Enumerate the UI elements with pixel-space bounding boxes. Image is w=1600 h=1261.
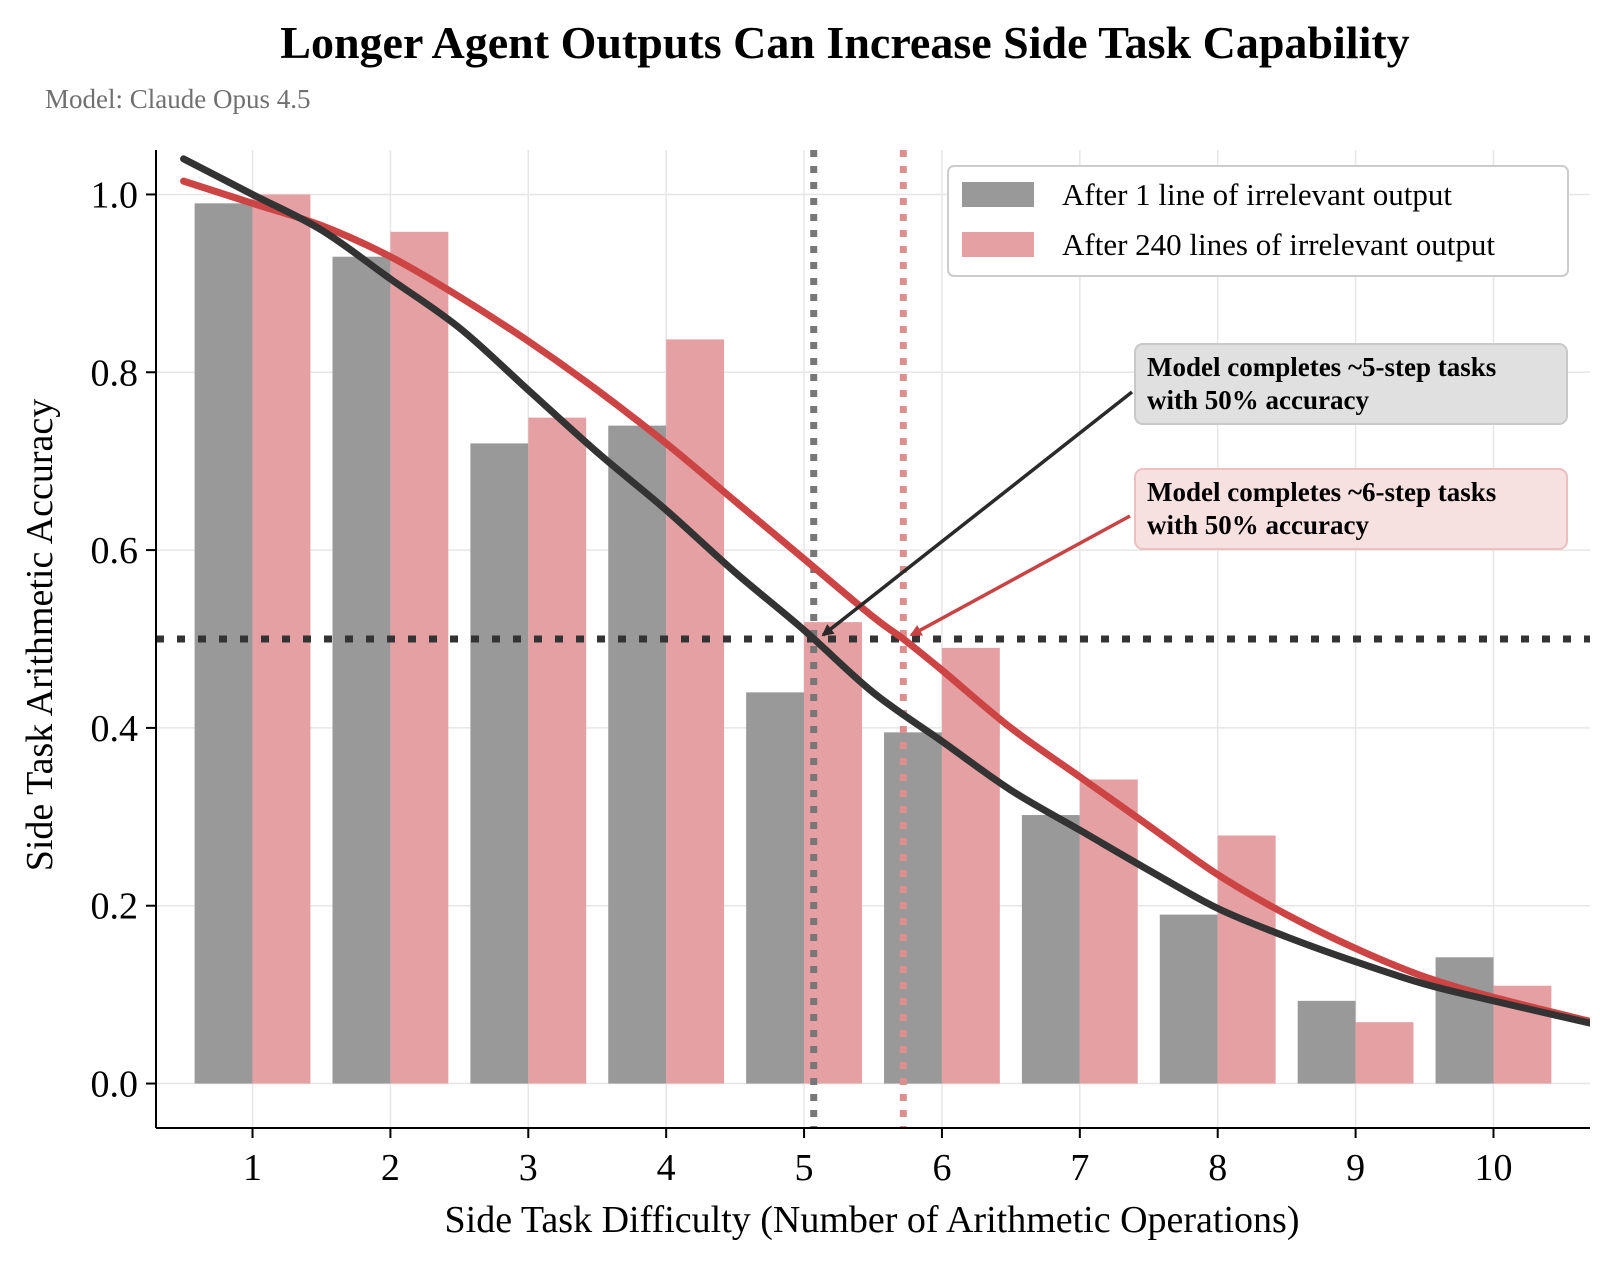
fit-layer bbox=[180, 155, 1590, 1027]
bar bbox=[1355, 1022, 1414, 1084]
x-tick-label: 3 bbox=[519, 1147, 538, 1189]
bar bbox=[528, 417, 587, 1084]
y-axis-label: Side Task Arithmetic Accuracy bbox=[19, 399, 61, 872]
bar bbox=[884, 732, 942, 1084]
x-tick-label: 4 bbox=[657, 1147, 676, 1189]
x-tick-label: 5 bbox=[795, 1147, 814, 1189]
annotation-text: Model completes ~5-step tasks bbox=[1147, 352, 1496, 382]
y-tick-label: 0.0 bbox=[91, 1064, 139, 1106]
bar bbox=[608, 425, 667, 1084]
legend-label: After 240 lines of irrelevant output bbox=[1062, 227, 1495, 262]
bar bbox=[1217, 835, 1276, 1084]
fit-curve bbox=[180, 155, 1590, 1027]
legend-swatch bbox=[962, 182, 1034, 207]
y-tick-label: 0.8 bbox=[91, 352, 139, 394]
x-tick-label: 8 bbox=[1208, 1147, 1227, 1189]
bar bbox=[746, 692, 805, 1084]
x-tick-label: 6 bbox=[932, 1147, 951, 1189]
bar bbox=[1021, 815, 1080, 1084]
chart-subtitle: Model: Claude Opus 4.5 bbox=[45, 84, 310, 114]
chart-title: Longer Agent Outputs Can Increase Side T… bbox=[280, 17, 1409, 68]
x-tick-label: 9 bbox=[1346, 1147, 1365, 1189]
x-tick-label: 2 bbox=[381, 1147, 400, 1189]
annotation-text: Model completes ~6-step tasks bbox=[1147, 477, 1496, 507]
bar bbox=[941, 647, 1000, 1084]
annotation-arrow bbox=[909, 514, 1131, 637]
bar bbox=[194, 203, 253, 1084]
bar bbox=[1159, 914, 1218, 1084]
x-axis-label: Side Task Difficulty (Number of Arithmet… bbox=[445, 1199, 1300, 1241]
annotation-text: with 50% accuracy bbox=[1147, 510, 1369, 540]
axis-layer: 0.0 0.2 0.4 0.6 0.8 1.0 1 2 3 4 5 6 7 8 9 10 bbox=[91, 150, 1590, 1189]
legend-box bbox=[947, 165, 1569, 277]
bar bbox=[1079, 779, 1138, 1084]
y-tick-label: 1.0 bbox=[91, 174, 139, 216]
annotation-text: with 50% accuracy bbox=[1147, 385, 1369, 415]
fit-curve bbox=[180, 177, 1590, 1025]
bar bbox=[470, 443, 529, 1084]
y-tick-label: 0.4 bbox=[91, 708, 139, 750]
x-tick-label: 1 bbox=[243, 1147, 262, 1189]
annotation-box bbox=[1134, 343, 1568, 425]
legend-swatch bbox=[962, 232, 1034, 257]
x-tick-label: 7 bbox=[1070, 1147, 1089, 1189]
y-tick-label: 0.2 bbox=[91, 886, 139, 928]
bar bbox=[1435, 957, 1494, 1084]
annotation-box bbox=[1134, 468, 1568, 550]
legend-layer: After 1 line of irrelevant output After 2… bbox=[947, 165, 1569, 277]
annotation-arrow bbox=[821, 390, 1134, 637]
vline-layer bbox=[156, 150, 1590, 1128]
bar bbox=[332, 256, 391, 1084]
bar bbox=[390, 231, 449, 1084]
x-tick-label: 10 bbox=[1474, 1147, 1512, 1189]
bar-layer bbox=[194, 194, 1552, 1084]
bar bbox=[1297, 1000, 1356, 1084]
legend-label: After 1 line of irrelevant output bbox=[1062, 177, 1452, 212]
y-tick-label: 0.6 bbox=[91, 530, 139, 572]
